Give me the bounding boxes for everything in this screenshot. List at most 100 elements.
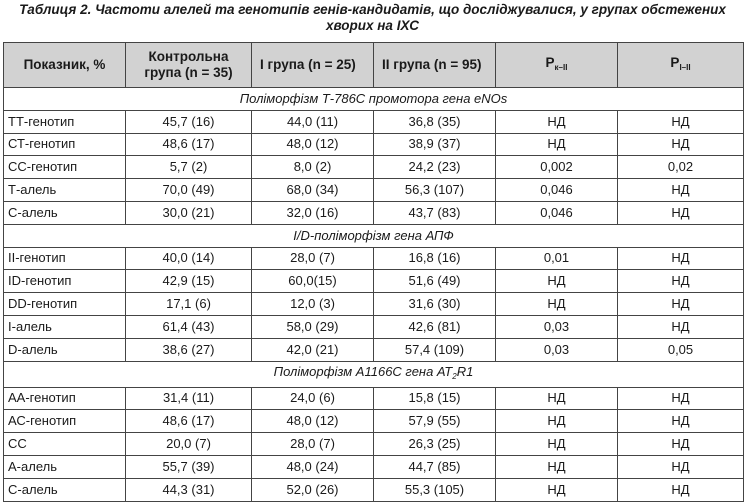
header-group-1: І група (n = 25) — [251, 42, 374, 88]
value-cell: 48,0 (12) — [251, 409, 374, 434]
section-header-row: Поліморфізм А1166С гена АТ2R1 — [3, 360, 744, 388]
table-row: С-алель 44,3 (31) 52,0 (26) 55,3 (105) НД НД — [3, 477, 744, 502]
value-cell: 38,6 (27) — [125, 337, 252, 362]
value-cell: НД — [617, 109, 744, 134]
table-header: Показник, % Контрольна група (n = 35) І … — [3, 42, 744, 88]
header-p-k-ii-sub: к–ІІ — [554, 62, 568, 72]
value-cell: 48,0 (24) — [251, 454, 374, 479]
value-cell: НД — [617, 292, 744, 316]
value-cell: 60,0(15) — [251, 269, 374, 294]
value-cell: 8,0 (2) — [251, 155, 374, 180]
value-cell: 26,3 (25) — [373, 432, 496, 456]
table-row: D-алель 38,6 (27) 42,0 (21) 57,4 (109) 0,03 0… — [3, 337, 744, 362]
value-cell: НД — [495, 432, 618, 456]
section-header-row: Поліморфізм Т-786С промотора гена eNOs — [3, 87, 744, 111]
value-cell: 12,0 (3) — [251, 292, 374, 316]
section-title-part: Поліморфізм А1166С гена АТ — [273, 363, 453, 379]
value-cell: 16,8 (16) — [373, 246, 496, 271]
row-label-cell: СС — [3, 432, 126, 456]
header-row: Показник, % Контрольна група (n = 35) І … — [3, 42, 744, 88]
value-cell: 52,0 (26) — [251, 477, 374, 502]
row-label-cell: АА-генотип — [3, 386, 126, 411]
header-p-i-ii-sub: І–ІІ — [679, 62, 691, 72]
section-title-part: R1 — [456, 363, 474, 379]
value-cell: 44,7 (85) — [373, 454, 496, 479]
table-row: АС-генотип 48,6 (17) 48,0 (12) 57,9 (55) НД Н… — [3, 409, 744, 434]
value-cell: НД — [617, 314, 744, 339]
table-row: Т-алель 70,0 (49) 68,0 (34) 56,3 (107) 0,046… — [3, 178, 744, 202]
row-label-cell: С-алель — [3, 477, 126, 502]
table-row: СТ-генотип 48,6 (17) 48,0 (12) 38,9 (37) НД Н… — [3, 132, 744, 157]
value-cell: НД — [617, 246, 744, 271]
value-cell: 51,6 (49) — [373, 269, 496, 294]
row-label-cell: ID-генотип — [3, 269, 126, 294]
value-cell: 0,05 — [617, 337, 744, 362]
caption-line-1: Таблиця 2. Частоти алелей та генотипів г… — [19, 2, 726, 17]
value-cell: 55,3 (105) — [373, 477, 496, 502]
row-label-cell: Т-алель — [3, 178, 126, 202]
value-cell: 42,9 (15) — [125, 269, 252, 294]
header-control-line-2: група (n = 35) — [144, 65, 233, 80]
value-cell: 48,0 (12) — [251, 132, 374, 157]
value-cell: 0,046 — [495, 200, 618, 225]
value-cell: 57,4 (109) — [373, 337, 496, 362]
row-label-cell: І-алель — [3, 314, 126, 339]
table-row: С-алель 30,0 (21) 32,0 (16) 43,7 (83) 0,046 Н… — [3, 200, 744, 225]
value-cell: 42,6 (81) — [373, 314, 496, 339]
value-cell: НД — [617, 432, 744, 456]
row-label-cell: DD-генотип — [3, 292, 126, 316]
table-row: DD-генотип 17,1 (6) 12,0 (3) 31,6 (30) НД НД — [3, 292, 744, 316]
value-cell: 57,9 (55) — [373, 409, 496, 434]
value-cell: НД — [495, 454, 618, 479]
value-cell: НД — [617, 178, 744, 202]
value-cell: 45,7 (16) — [125, 109, 252, 134]
row-label-cell: СТ-генотип — [3, 132, 126, 157]
value-cell: НД — [617, 477, 744, 502]
header-p-i-ii-main: P — [670, 54, 680, 70]
row-label-cell: СС-генотип — [3, 155, 126, 180]
section-header-row: I/D-поліморфізм гена АПФ — [3, 223, 744, 248]
table-row: СС-генотип 5,7 (2) 8,0 (2) 24,2 (23) 0,002 0,… — [3, 155, 744, 180]
value-cell: 58,0 (29) — [251, 314, 374, 339]
caption-line-2: хворих на ІХС — [325, 18, 420, 33]
value-cell: 20,0 (7) — [125, 432, 252, 456]
value-cell: 43,7 (83) — [373, 200, 496, 225]
value-cell: НД — [495, 109, 618, 134]
value-cell: 0,046 — [495, 178, 618, 202]
value-cell: 56,3 (107) — [373, 178, 496, 202]
value-cell: 24,2 (23) — [373, 155, 496, 180]
header-p-k-ii: Pк–ІІ — [495, 42, 618, 88]
table-body: Поліморфізм Т-786С промотора гена eNOs ТТ… — [3, 87, 744, 502]
row-label-cell: D-алель — [3, 337, 126, 362]
data-table: Показник, % Контрольна група (n = 35) І … — [3, 42, 744, 502]
table-caption: Таблиця 2. Частоти алелей та генотипів г… — [0, 2, 745, 34]
value-cell: 61,4 (43) — [125, 314, 252, 339]
value-cell: НД — [495, 386, 618, 411]
value-cell: 28,0 (7) — [251, 246, 374, 271]
row-label-cell: ТТ-генотип — [3, 109, 126, 134]
value-cell: НД — [617, 409, 744, 434]
value-cell: 30,0 (21) — [125, 200, 252, 225]
value-cell: НД — [617, 200, 744, 225]
value-cell: 36,8 (35) — [373, 109, 496, 134]
table-row: СС 20,0 (7) 28,0 (7) 26,3 (25) НД НД — [3, 432, 744, 456]
section-title-part: I/D-поліморфізм гена АПФ — [293, 227, 454, 243]
value-cell: 42,0 (21) — [251, 337, 374, 362]
value-cell: 0,02 — [617, 155, 744, 180]
value-cell: НД — [617, 454, 744, 479]
value-cell: НД — [495, 269, 618, 294]
value-cell: НД — [495, 132, 618, 157]
header-control-line-1: Контрольна — [148, 49, 229, 64]
value-cell: 32,0 (16) — [251, 200, 374, 225]
value-cell: НД — [495, 409, 618, 434]
header-p-i-ii: PІ–ІІ — [617, 42, 744, 88]
value-cell: НД — [617, 132, 744, 157]
table-row: А-алель 55,7 (39) 48,0 (24) 44,7 (85) НД НД — [3, 454, 744, 479]
value-cell: 38,9 (37) — [373, 132, 496, 157]
section-title: I/D-поліморфізм гена АПФ — [3, 223, 744, 248]
value-cell: 40,0 (14) — [125, 246, 252, 271]
section-title-part: Поліморфізм Т-786С промотора гена eNOs — [239, 90, 508, 106]
value-cell: 68,0 (34) — [251, 178, 374, 202]
section-title-part: 2 — [452, 371, 457, 381]
header-control-group: Контрольна група (n = 35) — [125, 42, 252, 88]
